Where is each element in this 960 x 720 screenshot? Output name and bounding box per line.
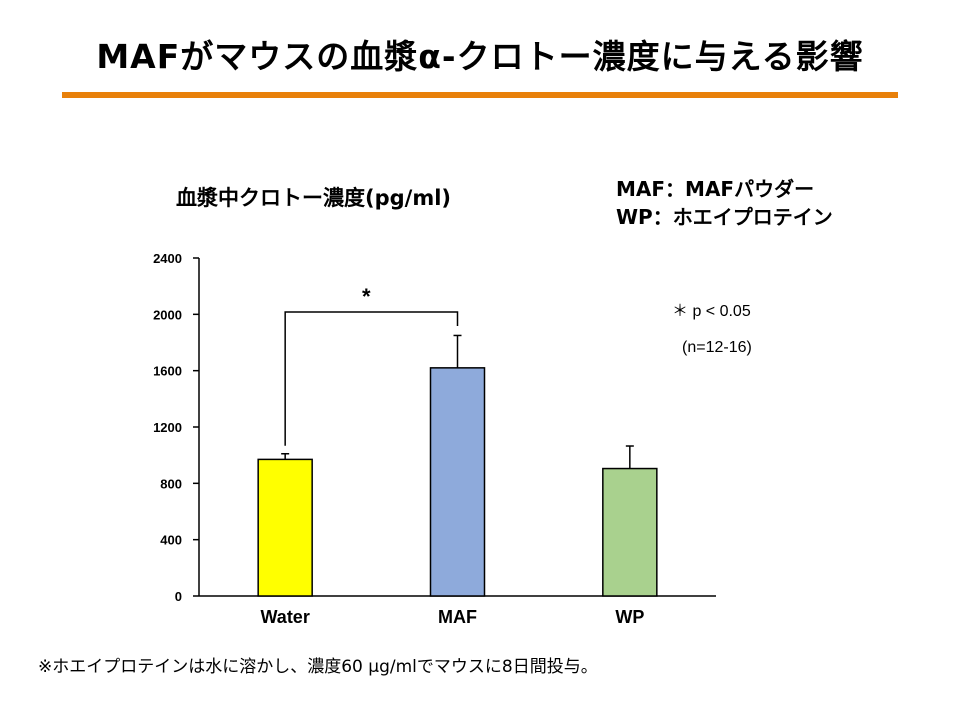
p-value-note: ＊ p < 0.05: [672, 303, 751, 320]
significance-note: ＊ p < 0.05 (n=12-16): [672, 294, 752, 366]
x-category-label: MAF: [438, 607, 477, 627]
bar-wp: [602, 467, 658, 597]
y-tick-label: 1200: [153, 420, 182, 435]
y-tick-label: 800: [160, 476, 182, 491]
y-tick-label: 2400: [153, 251, 182, 266]
significance-bracket: [284, 311, 459, 446]
y-tick-label: 1600: [153, 364, 182, 379]
title-underline: [62, 92, 898, 98]
sample-size-note: (n=12-16): [682, 339, 752, 356]
bar-maf: [429, 367, 486, 597]
y-tick-label: 2000: [153, 307, 182, 322]
significance-marker: *: [362, 284, 371, 309]
x-category-label: Water: [260, 607, 309, 627]
slide-title: MAFがマウスの血漿α-クロトー濃度に与える影響: [96, 37, 864, 76]
chart-title: 血漿中クロトー濃度(pg/ml): [176, 186, 452, 210]
footnote: ※ホエイプロテインは水に溶かし、濃度60 μg/mlでマウスに8日間投与。: [38, 657, 598, 677]
bar-water: [257, 458, 313, 597]
legend-wp: WP：ホエイプロテイン: [616, 205, 833, 229]
y-tick-label: 400: [160, 533, 182, 548]
legend-maf: MAF：MAFパウダー: [616, 177, 815, 201]
abbreviation-legend: MAF：MAFパウダー WP：ホエイプロテイン: [616, 175, 833, 231]
y-tick-label: 0: [175, 589, 182, 604]
x-category-label: WP: [615, 607, 644, 627]
